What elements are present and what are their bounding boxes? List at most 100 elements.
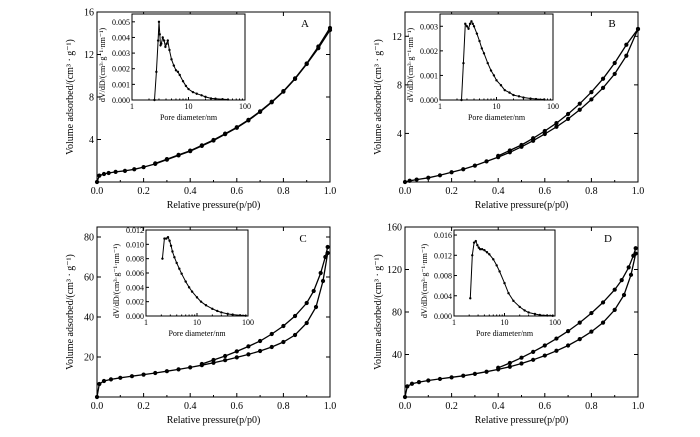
data-point bbox=[449, 375, 454, 380]
inset-data-point bbox=[543, 98, 546, 101]
series-2 bbox=[153, 25, 333, 166]
data-point bbox=[531, 357, 536, 362]
data-point bbox=[600, 320, 606, 325]
data-point bbox=[624, 53, 629, 58]
inset-y-tick-label: 0.002 bbox=[420, 47, 438, 56]
inset-data-point bbox=[483, 249, 486, 252]
inset-data-point bbox=[160, 42, 163, 45]
inset-data-point bbox=[478, 39, 481, 43]
data-point bbox=[405, 384, 410, 389]
panel-D: 0.0 0.2 0.4 0.6 0.8 1.0 40 80 120 160 Relative pre… bbox=[373, 223, 644, 427]
inset-data-point bbox=[200, 94, 203, 97]
inset-y-tick-label: 0.012 bbox=[126, 226, 144, 235]
x-tick-label: 0.8 bbox=[277, 186, 290, 197]
data-point bbox=[234, 349, 239, 354]
y-tick-label: 16 bbox=[84, 8, 94, 19]
data-point bbox=[176, 367, 181, 372]
data-point bbox=[281, 89, 286, 94]
inset-x-tick-label: 10 bbox=[501, 318, 509, 327]
series-line bbox=[201, 246, 329, 365]
data-point bbox=[426, 378, 431, 383]
data-point bbox=[320, 278, 326, 284]
data-point bbox=[258, 109, 263, 114]
inset-y-tick-label: 0.000 bbox=[126, 312, 144, 321]
inset-data-point bbox=[171, 250, 174, 253]
panel-label: B bbox=[608, 18, 615, 30]
data-point bbox=[199, 143, 204, 148]
x-tick-label: 0.6 bbox=[539, 401, 552, 412]
inset-data-point bbox=[518, 305, 521, 309]
data-point bbox=[407, 178, 412, 183]
data-point bbox=[292, 313, 298, 319]
inset-data-point bbox=[174, 69, 178, 72]
x-axis-label: Relative pressure(p/p0) bbox=[167, 200, 261, 211]
inset-data-point bbox=[480, 248, 484, 251]
data-point bbox=[269, 344, 274, 350]
inset-y-axis-label: dV/dD/(cm³·g⁻¹·nm⁻¹) bbox=[406, 28, 415, 103]
data-point bbox=[461, 167, 466, 172]
series-line bbox=[155, 27, 331, 165]
data-point bbox=[577, 336, 582, 342]
data-point bbox=[519, 361, 524, 366]
inset-data-point bbox=[472, 25, 476, 28]
inset-y-tick-label: 0.000 bbox=[420, 96, 438, 105]
inset-background bbox=[440, 14, 553, 100]
data-point bbox=[132, 167, 137, 172]
data-point bbox=[269, 99, 274, 104]
inset-y-tick-label: 0.008 bbox=[434, 272, 452, 281]
inset-data-point bbox=[175, 261, 178, 265]
inset-data-point bbox=[467, 27, 470, 30]
y-tick-label: 12 bbox=[84, 50, 94, 61]
inset-data-point bbox=[178, 267, 181, 270]
data-point bbox=[108, 377, 114, 382]
inset-data-point bbox=[471, 254, 474, 257]
data-point bbox=[566, 343, 571, 348]
inset-data-point bbox=[180, 272, 183, 275]
y-tick-label: 12 bbox=[392, 32, 402, 43]
data-point bbox=[94, 394, 100, 400]
inset-data-point bbox=[163, 237, 166, 240]
data-point bbox=[164, 157, 169, 162]
data-point bbox=[122, 168, 128, 173]
y-tick-label: 80 bbox=[84, 233, 94, 244]
data-point bbox=[311, 288, 316, 294]
inset-x-tick-label: 1 bbox=[130, 102, 134, 111]
y-tick-label: 8 bbox=[397, 80, 402, 91]
inset-data-point bbox=[499, 84, 503, 87]
inset-data-point bbox=[469, 297, 472, 300]
panel-label: A bbox=[301, 18, 309, 30]
data-point bbox=[507, 364, 512, 369]
x-tick-label: 0.6 bbox=[231, 186, 244, 197]
data-point bbox=[612, 307, 617, 312]
data-point bbox=[542, 128, 547, 134]
inset-data-point bbox=[533, 312, 537, 316]
panel-C: 0.0 0.2 0.4 0.6 0.8 1.0 20 40 60 80 Relative press… bbox=[65, 226, 336, 426]
data-point bbox=[484, 159, 489, 164]
data-point bbox=[414, 177, 419, 182]
inset-data-point bbox=[488, 253, 491, 256]
data-point bbox=[437, 376, 443, 382]
inset-data-point bbox=[468, 22, 472, 26]
data-point bbox=[566, 116, 571, 121]
x-tick-label: 1.0 bbox=[324, 186, 337, 197]
y-axis-label: Volume adsorbed/(cm³ · g⁻¹) bbox=[373, 254, 384, 370]
data-point bbox=[211, 137, 216, 143]
x-tick-label: 0.2 bbox=[445, 186, 458, 197]
inset-data-point bbox=[460, 98, 463, 102]
data-point bbox=[292, 332, 298, 338]
series-2 bbox=[199, 244, 330, 367]
data-point bbox=[316, 44, 321, 49]
data-point bbox=[94, 179, 100, 185]
inset-y-tick-label: 0.004 bbox=[112, 33, 130, 42]
y-tick-label: 60 bbox=[84, 273, 94, 284]
data-point bbox=[519, 142, 524, 148]
inset-data-point bbox=[507, 292, 510, 295]
inset-data-point bbox=[214, 97, 217, 100]
data-point bbox=[246, 352, 251, 357]
inset-data-point bbox=[512, 299, 515, 303]
data-point bbox=[101, 171, 107, 177]
x-tick-label: 1.0 bbox=[324, 401, 337, 412]
series-1 bbox=[402, 26, 641, 185]
data-point bbox=[612, 287, 617, 292]
data-point bbox=[281, 323, 286, 329]
